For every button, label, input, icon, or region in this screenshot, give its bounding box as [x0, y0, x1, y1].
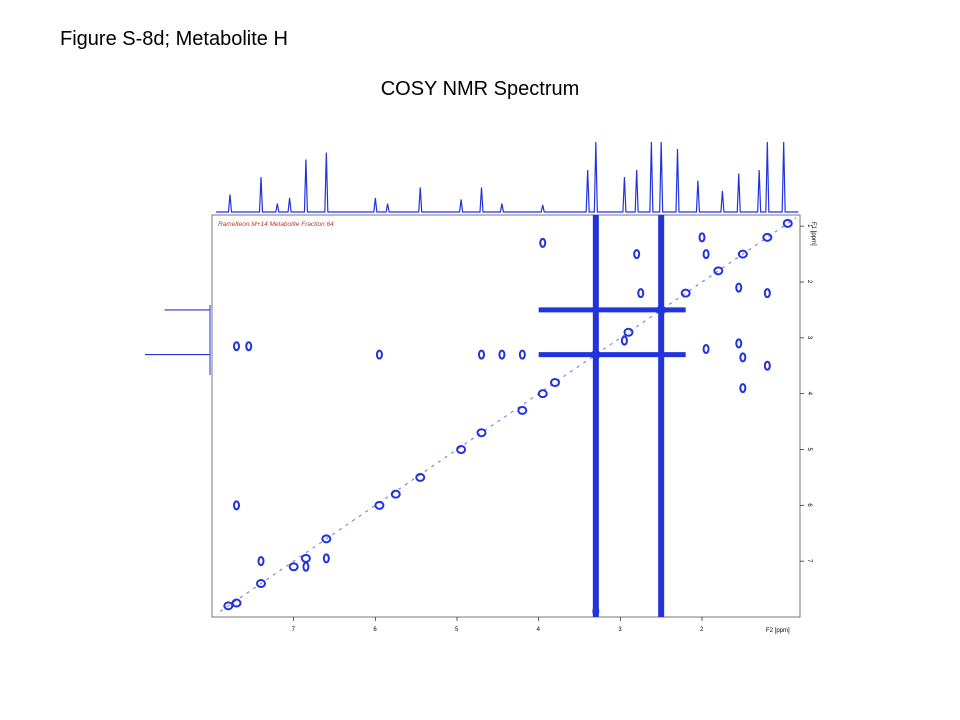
cross-peak	[698, 232, 706, 243]
diagonal-peak	[390, 489, 401, 499]
diagonal-peak	[517, 405, 528, 415]
cross-peak	[763, 360, 771, 371]
sample-label: Ramelteon M+14 Metabolite Fraction 64	[218, 221, 334, 228]
f1-tick-label: 6	[806, 503, 812, 507]
diagonal-peak	[737, 249, 748, 259]
axis-ticks: 7 6 5 4 3 2 1 2 3 4 5 6 7	[292, 224, 812, 633]
diagonal-peak	[680, 288, 691, 298]
diagonal-peak	[288, 562, 299, 572]
cross-peak	[735, 282, 743, 293]
diagonal-peak	[623, 327, 634, 337]
cross-peak	[302, 561, 310, 572]
diagonal-peak	[550, 378, 560, 387]
spectrum-title: COSY NMR Spectrum	[380, 78, 580, 100]
cross-peak	[739, 352, 747, 363]
f2-tick-label: 2	[700, 627, 704, 633]
cross-peak	[498, 349, 506, 360]
cross-peak	[539, 237, 547, 248]
f2-tick-label: 5	[455, 627, 459, 633]
solvent-streaks	[538, 215, 686, 617]
cross-peak	[637, 288, 645, 299]
cross-peak	[702, 249, 710, 260]
cross-peak	[245, 341, 253, 352]
f2-tick-label: 6	[373, 627, 377, 633]
diagonal-peak	[713, 266, 724, 276]
f1-tick-label: 1	[806, 224, 812, 228]
f1-projection	[145, 305, 211, 375]
cross-peak	[478, 349, 485, 360]
cross-peak	[633, 249, 641, 260]
diagonal-peak	[590, 350, 601, 360]
f2-tick-label: 4	[537, 627, 541, 633]
diagonal-peak	[321, 534, 332, 544]
cross-peak	[518, 349, 526, 360]
f1-axis-label: F1 [ppm]	[810, 222, 816, 246]
cross-peak	[735, 338, 743, 349]
f1-tick-label: 5	[806, 448, 812, 452]
f2-tick-label: 7	[292, 627, 296, 633]
cross-peak	[233, 500, 240, 511]
cross-peak	[592, 606, 600, 617]
f1-tick-label: 2	[806, 280, 812, 284]
figure-label: Figure S-8d; Metabolite H	[60, 28, 288, 50]
diagonal-peak	[223, 601, 234, 611]
f1-tick-label: 7	[806, 559, 812, 563]
cross-peak	[620, 335, 628, 346]
diagonal-peak	[782, 218, 793, 228]
cross-peak	[322, 553, 330, 564]
f1-tick-label: 4	[806, 392, 812, 396]
cross-peak	[233, 341, 240, 352]
cross-peak	[257, 556, 265, 567]
f2-tick-label: 3	[618, 627, 622, 633]
cross-peak	[375, 349, 383, 360]
diagonal-peak	[656, 305, 667, 315]
f1-tick-label: 3	[806, 336, 812, 340]
f2-projection-trace	[216, 141, 799, 213]
diagonal-peak	[476, 428, 487, 438]
diagonal-peak	[256, 579, 266, 588]
diagonal-peak	[456, 445, 467, 454]
diagonal-peak	[762, 232, 773, 242]
f2-axis-label: F2 [ppm]	[766, 628, 790, 634]
f2-projection	[216, 141, 799, 213]
cross-peak	[763, 288, 771, 299]
cross-peak	[739, 383, 747, 394]
cross-peak	[702, 344, 710, 354]
contour-peaks	[219, 217, 797, 617]
diagonal-peak	[231, 598, 242, 608]
